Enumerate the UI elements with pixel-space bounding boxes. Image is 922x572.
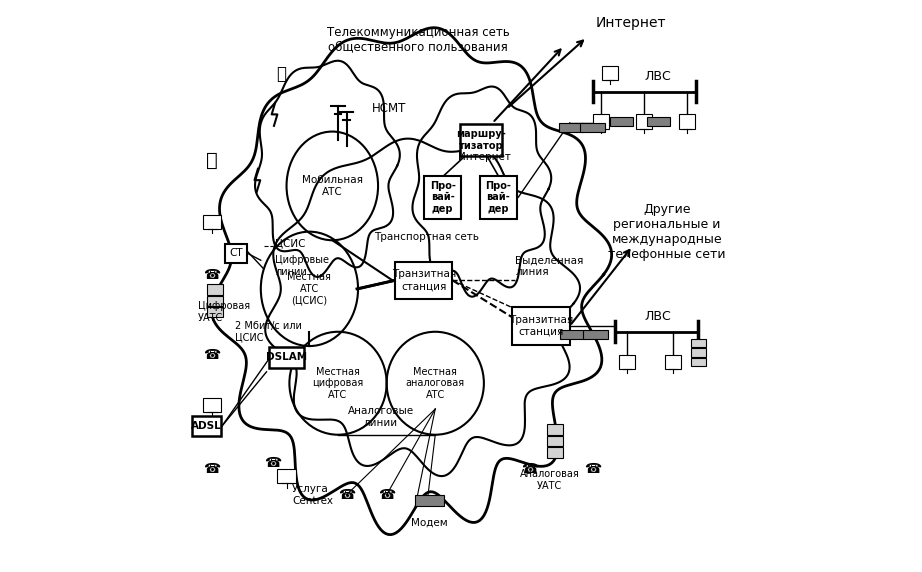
Text: Мобильная
АТС: Мобильная АТС (301, 175, 362, 197)
Text: 📱: 📱 (276, 65, 286, 84)
Text: ☎: ☎ (204, 348, 220, 362)
Text: Про-
вай-
дер: Про- вай- дер (430, 181, 455, 214)
Text: Выделенная
линия: Выделенная линия (515, 255, 584, 277)
FancyBboxPatch shape (593, 114, 609, 129)
FancyBboxPatch shape (692, 358, 705, 366)
Text: Аналоговая
УАТС: Аналоговая УАТС (520, 469, 580, 491)
Text: Местная
аналоговая
АТС: Местная аналоговая АТС (406, 367, 465, 400)
FancyBboxPatch shape (513, 308, 570, 344)
Text: ☎: ☎ (338, 488, 355, 502)
FancyBboxPatch shape (207, 296, 223, 306)
FancyBboxPatch shape (479, 176, 516, 219)
FancyBboxPatch shape (619, 355, 635, 369)
Text: СТ: СТ (230, 248, 243, 259)
FancyBboxPatch shape (665, 355, 680, 369)
FancyBboxPatch shape (203, 398, 221, 412)
Text: Другие
региональные и
международные
телефонные сети: Другие региональные и международные теле… (609, 202, 726, 261)
FancyBboxPatch shape (647, 117, 669, 126)
Text: Про-
вай-
дер: Про- вай- дер (485, 181, 511, 214)
FancyBboxPatch shape (609, 117, 632, 126)
FancyBboxPatch shape (580, 123, 605, 132)
FancyBboxPatch shape (602, 66, 618, 80)
FancyBboxPatch shape (396, 262, 453, 299)
Text: Аналоговые
линии: Аналоговые линии (348, 406, 414, 428)
FancyBboxPatch shape (679, 114, 695, 129)
Text: ☎: ☎ (378, 488, 396, 502)
FancyBboxPatch shape (415, 495, 443, 506)
FancyBboxPatch shape (203, 214, 221, 229)
Text: ЛВС: ЛВС (645, 70, 672, 83)
Text: Цифровая
УАТС: Цифровая УАТС (198, 301, 250, 323)
FancyBboxPatch shape (192, 416, 221, 436)
Text: 🚗: 🚗 (207, 150, 219, 170)
Text: ☎: ☎ (264, 456, 281, 470)
FancyBboxPatch shape (692, 348, 705, 356)
Text: Транспортная сеть: Транспортная сеть (374, 232, 479, 243)
FancyBboxPatch shape (559, 123, 584, 132)
Text: Интернет: Интернет (458, 152, 511, 162)
FancyBboxPatch shape (269, 347, 304, 368)
FancyBboxPatch shape (583, 330, 608, 339)
Text: ADSL: ADSL (191, 421, 222, 431)
FancyBboxPatch shape (225, 244, 247, 263)
Text: DSLAM: DSLAM (266, 352, 307, 363)
Text: Транзитная
станция: Транзитная станция (509, 315, 573, 337)
Text: ☎: ☎ (204, 462, 220, 476)
Text: Цифровые
линии: Цифровые линии (275, 255, 329, 277)
Text: ЦСИС: ЦСИС (275, 238, 305, 248)
FancyBboxPatch shape (278, 469, 296, 483)
Text: маршру-
тизатор: маршру- тизатор (456, 129, 506, 151)
FancyBboxPatch shape (548, 424, 563, 435)
Text: Транзитная
станция: Транзитная станция (392, 269, 456, 291)
Text: Услуга
Centrex: Услуга Centrex (292, 484, 333, 506)
Text: ☎: ☎ (584, 462, 601, 476)
FancyBboxPatch shape (459, 124, 502, 156)
FancyBboxPatch shape (424, 176, 461, 219)
FancyBboxPatch shape (560, 330, 585, 339)
Text: Местная
АТС
(ЦСИС): Местная АТС (ЦСИС) (288, 272, 331, 305)
FancyBboxPatch shape (207, 307, 223, 317)
Text: ☎: ☎ (521, 462, 538, 476)
Text: Телекоммуникационная сеть
общественного пользования: Телекоммуникационная сеть общественного … (326, 26, 510, 54)
Text: ЛВС: ЛВС (645, 310, 672, 323)
FancyBboxPatch shape (548, 436, 563, 446)
FancyBboxPatch shape (692, 339, 705, 347)
Text: Местная
цифровая
АТС: Местная цифровая АТС (313, 367, 363, 400)
FancyBboxPatch shape (207, 284, 223, 295)
FancyBboxPatch shape (548, 447, 563, 458)
Text: 2 Мбит/с или
ЦСИС: 2 Мбит/с или ЦСИС (235, 321, 301, 343)
Text: Интернет: Интернет (596, 16, 666, 30)
Text: ☎: ☎ (204, 268, 220, 281)
FancyBboxPatch shape (636, 114, 652, 129)
Text: Модем: Модем (411, 518, 448, 527)
Text: НСМТ: НСМТ (372, 102, 407, 115)
